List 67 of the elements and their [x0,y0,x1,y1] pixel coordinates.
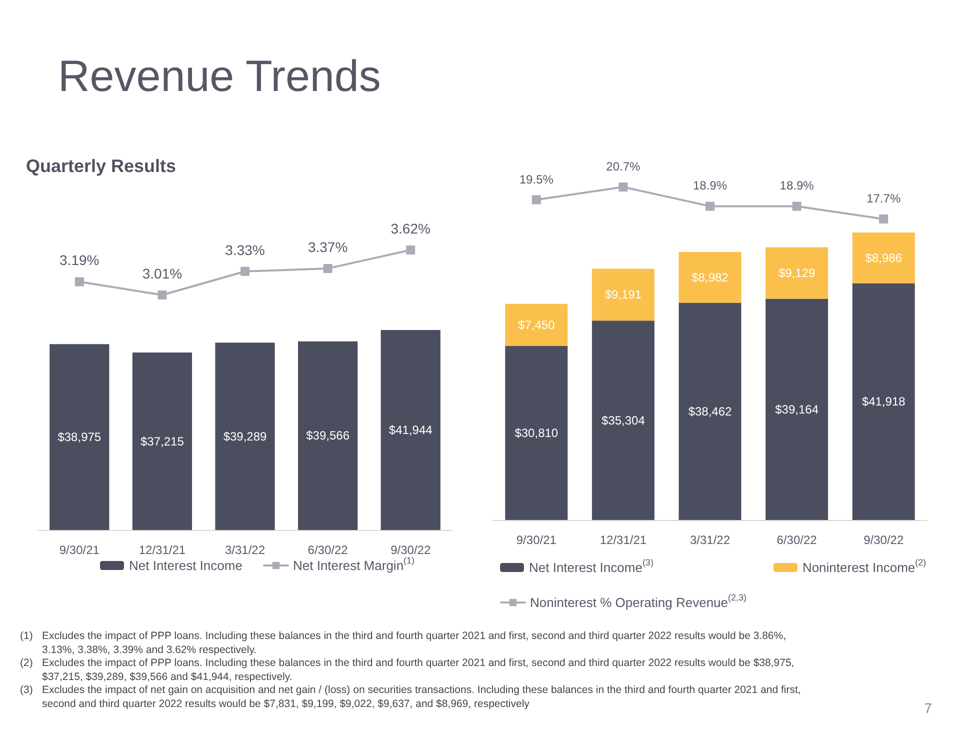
data-label: 3.37% [308,238,348,255]
data-label: $8,982 [692,270,729,284]
data-label: 3.19% [60,252,100,268]
x-tick-label: 9/30/22 [390,543,431,557]
bar [132,352,192,530]
data-label: 3.33% [225,242,265,258]
point [406,246,416,254]
point [618,182,628,192]
bar [505,346,568,520]
legend-label: Net Interest Income [129,558,242,573]
data-label: $39,566 [306,428,350,443]
data-label: $39,164 [775,402,819,416]
text: 7 [924,700,932,716]
data-label: $8,986 [865,250,902,265]
data-label: $39,289 [223,429,268,444]
chart-title: Revenue Trends [58,52,381,102]
x-tick-label: 9/30/21 [59,543,100,557]
bar [678,252,742,303]
x-tick-label: 3/31/22 [690,533,730,547]
bar [50,344,110,530]
data-label: $9,191 [604,288,642,302]
bar [215,342,275,530]
text: (2) Excludes the impact of PPP loans. Including these balances in the third and fourth quarter 2021 and first, second and third quarter 2022 results would be $38,975, $37,215, $39,289, $39,566 and $41,944, respectively. [20,657,796,684]
bar [505,304,568,346]
data-label: 19.5% [519,172,554,186]
x-tick-label: 6/30/22 [776,533,818,547]
data-label: $35,304 [602,413,646,428]
data-label: 20.7% [606,160,641,174]
x-tick-label: 6/30/22 [308,543,348,557]
data-label: 3.62% [390,220,430,236]
x-tick-label: 12/31/21 [138,543,186,557]
data-label: $38,462 [688,404,732,418]
x-tick-label: 9/30/21 [516,533,557,547]
point [74,277,84,286]
chart-subtitle: Quarterly Results [26,156,176,177]
bar [380,330,440,530]
text: (3) Excludes the impact of net gain on acquisition and net gain / (loss) on securities transactions. Including these balances in the third and fourth quarter 2021 and first, second and third quarter 2022 results would be $7,831, $9,199, $9,022, $9,637, and $8,969, respectively [20,684,802,711]
text: (1) Excludes the impact of PPP loans. Including these balances in the third and fourth quarter 2021 and first, second and third quarter 2022 results would be 3.86%, 3.13%, 3.38%, 3.39% and 3.62% respectively. [20,630,788,657]
bar [766,298,828,520]
data-label: 18.9% [692,178,728,193]
point [879,214,888,224]
data-label: $41,918 [862,394,906,409]
x-tick-label: 12/31/21 [600,533,647,547]
data-label: $41,944 [388,423,433,437]
bar [852,283,915,520]
x-tick-label: 3/31/22 [224,543,266,557]
x-tick-label: 9/30/22 [864,533,904,547]
bar [298,341,358,530]
data-label: $30,810 [514,426,558,440]
bar [592,320,654,520]
point [158,290,167,300]
data-label: $37,215 [140,434,184,448]
bar [766,247,828,299]
bar [678,302,742,520]
bar [592,268,654,321]
data-label: 17.7% [866,192,901,206]
point [532,195,541,204]
data-label: $9,129 [778,266,816,280]
point [323,264,332,273]
data-label: $38,975 [58,430,102,444]
point [240,266,250,276]
data-label: $7,450 [518,318,556,332]
bar [852,232,915,284]
data-label: 18.9% [780,178,814,193]
point [792,202,802,211]
data-label: 3.01% [142,266,182,282]
point [706,202,714,211]
